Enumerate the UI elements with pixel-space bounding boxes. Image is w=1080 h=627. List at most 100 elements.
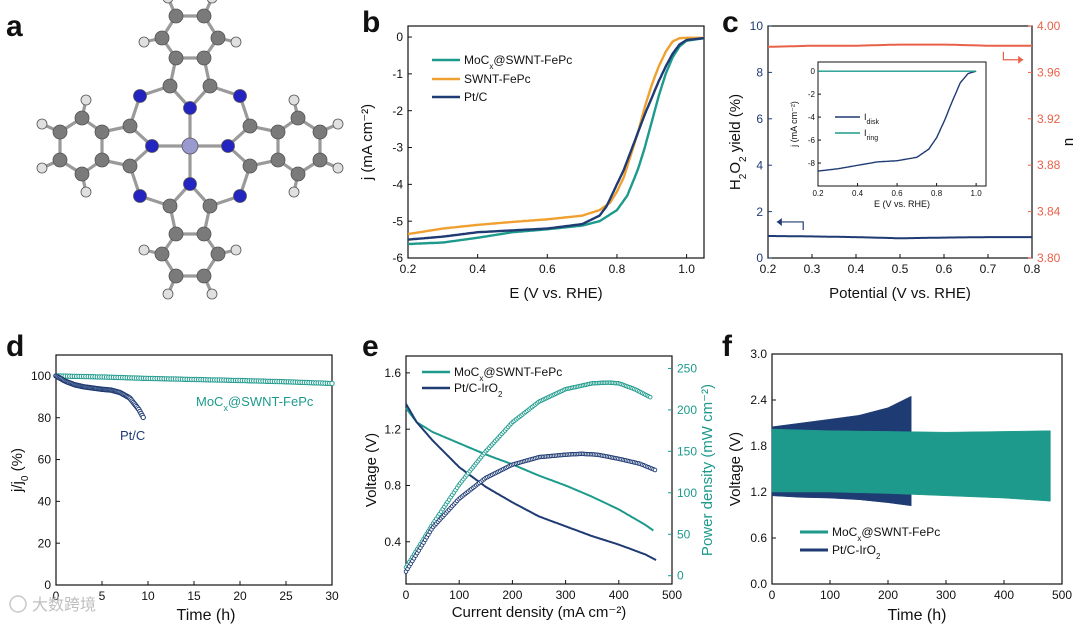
carbon-atom bbox=[122, 118, 138, 134]
y-tick-label: 1.8 bbox=[750, 439, 767, 453]
carbon-atom bbox=[154, 246, 170, 262]
carbon-atom bbox=[270, 152, 286, 168]
panel-label-e: e bbox=[362, 330, 379, 363]
y-right-tick-label: 150 bbox=[677, 444, 697, 458]
x-tick-label: 500 bbox=[1052, 588, 1072, 602]
hydrogen-atom bbox=[288, 94, 300, 106]
inset-legend-label-iring: Iring bbox=[864, 128, 878, 142]
legend-f: MoCx@SWNT-FePc Pt/C-IrO2 bbox=[800, 525, 940, 561]
x-tick-label: 400 bbox=[609, 588, 629, 602]
x-tick-label: 400 bbox=[994, 588, 1014, 602]
y-axis-title-b: j (mA cm⁻²) bbox=[359, 104, 376, 181]
panel-label-b: b bbox=[362, 6, 380, 39]
nitrogen-atom bbox=[183, 177, 197, 191]
x-axis-title-e: Current density (mA cm⁻²) bbox=[452, 604, 627, 621]
carbon-atom bbox=[162, 198, 178, 214]
y-tick-label: 0.8 bbox=[384, 479, 401, 493]
carbon-atom bbox=[168, 226, 184, 242]
carbon-atom bbox=[210, 30, 226, 46]
series-voltage-line-e-0 bbox=[405, 407, 654, 532]
x-tick-label: 200 bbox=[502, 588, 522, 602]
legend-b: MoCx@SWNT-FePc SWNT-FePc Pt/C bbox=[432, 53, 572, 104]
inset-frame bbox=[817, 61, 987, 187]
x-tick-label: 0 bbox=[403, 588, 410, 602]
y-tick-label: 40 bbox=[38, 495, 52, 509]
hydrogen-atom bbox=[162, 288, 174, 300]
hydrogen-atom bbox=[230, 36, 242, 48]
plot-frame bbox=[405, 355, 673, 585]
carbon-atom bbox=[94, 124, 110, 140]
x-tick-label: 1.0 bbox=[678, 262, 695, 276]
carbon-atom bbox=[202, 78, 218, 94]
y-tick-label: 60 bbox=[38, 453, 52, 467]
nitrogen-atom bbox=[145, 139, 159, 153]
y-right-axis-title-e: Power density (mW cm⁻²) bbox=[699, 384, 716, 556]
y-tick-label: 0 bbox=[756, 251, 763, 265]
inset-x-axis-title: E (V vs. RHE) bbox=[874, 199, 930, 209]
chart-d-stability: 0 5 10 15 20 25 30 0 20 40 60 80 100 Time (h) j/j0 (%) bbox=[9, 354, 339, 624]
watermark-logo-icon bbox=[9, 595, 27, 613]
y-right-tick-label: 3.88 bbox=[1037, 158, 1061, 172]
x-tick-label: 0.2 bbox=[760, 262, 777, 276]
series-line-c-n bbox=[767, 43, 1032, 48]
x-tick-label: 0.7 bbox=[980, 262, 997, 276]
panel-label-d: d bbox=[6, 330, 24, 363]
x-tick-label: 15 bbox=[187, 589, 201, 603]
y-tick-label: 8 bbox=[756, 66, 763, 80]
x-tick-label: 0 bbox=[769, 588, 776, 602]
y-right-tick-label: 200 bbox=[677, 403, 697, 417]
chart-f-cycling: 0 100 200 300 400 500 0.0 0.6 1.2 1.8 2.4 3.0 Time (… bbox=[727, 347, 1072, 624]
y-tick-label: 3.0 bbox=[750, 347, 767, 361]
data-point-e-power-3 bbox=[652, 467, 658, 473]
hydrogen-atom bbox=[36, 162, 48, 174]
watermark: 大数跨境 bbox=[9, 595, 96, 614]
hydrogen-atom bbox=[162, 0, 174, 4]
x-tick-label: 20 bbox=[233, 589, 247, 603]
hydrogen-atom bbox=[288, 186, 300, 198]
hydrogen-atom bbox=[206, 0, 218, 4]
y-tick-label: 80 bbox=[38, 411, 52, 425]
legend-b-label-ptc: Pt/C bbox=[464, 90, 488, 104]
hydrogen-atom bbox=[206, 288, 218, 300]
x-tick-label: 0.5 bbox=[892, 262, 909, 276]
series-line-b-2 bbox=[407, 37, 705, 241]
x-tick-label: 500 bbox=[662, 588, 682, 602]
nitrogen-atom bbox=[183, 101, 197, 115]
legend-e-label-moc: MoCx@SWNT-FePc bbox=[454, 365, 562, 383]
plot-frame bbox=[407, 25, 705, 259]
hydrogen-atom bbox=[138, 244, 150, 256]
y-tick-label: 1.6 bbox=[384, 366, 401, 380]
inset-x-tick-label: 0.2 bbox=[812, 189, 824, 198]
y-tick-label: 20 bbox=[38, 536, 52, 550]
inset-x-tick-label: 1.0 bbox=[971, 189, 983, 198]
carbon-atom bbox=[202, 198, 218, 214]
x-tick-label: 300 bbox=[936, 588, 956, 602]
nitrogen-atom bbox=[133, 189, 147, 203]
series-line-b-1 bbox=[407, 36, 704, 236]
y-tick-label: -1 bbox=[392, 67, 403, 81]
arrow-right-axis bbox=[1002, 51, 1024, 61]
inset-y-tick-label: -6 bbox=[808, 136, 816, 145]
nitrogen-atom bbox=[233, 89, 247, 103]
hydrogen-atom bbox=[80, 94, 92, 106]
carbon-atom bbox=[94, 152, 110, 168]
carbon-atom bbox=[196, 268, 212, 284]
series-line-b-0 bbox=[407, 37, 705, 246]
data-point-d-ptc bbox=[140, 414, 146, 421]
y-right-tick-label: 4.00 bbox=[1037, 19, 1061, 33]
x-tick-label: 300 bbox=[556, 588, 576, 602]
carbon-atom bbox=[74, 110, 90, 126]
y-tick-label: -4 bbox=[392, 178, 403, 192]
carbon-atom bbox=[74, 166, 90, 182]
y-tick-label: 100 bbox=[31, 369, 51, 383]
data-point-d-moc bbox=[329, 380, 335, 387]
chart-e-polarization-power: 0 100 200 300 400 500 0.4 0.8 1.2 1.6 0 50 100 150 200… bbox=[363, 355, 716, 621]
arrow-left-axis bbox=[776, 221, 804, 230]
y-right-axis-title-c: n bbox=[1060, 138, 1077, 146]
y-tick-label: 6 bbox=[756, 112, 763, 126]
data-point-e-power-2 bbox=[647, 394, 653, 400]
y-tick-label: -5 bbox=[392, 214, 403, 228]
inset-series-line-0 bbox=[817, 70, 977, 172]
x-axis-title-b: E (V vs. RHE) bbox=[509, 285, 602, 302]
x-tick-label: 0.2 bbox=[400, 262, 417, 276]
